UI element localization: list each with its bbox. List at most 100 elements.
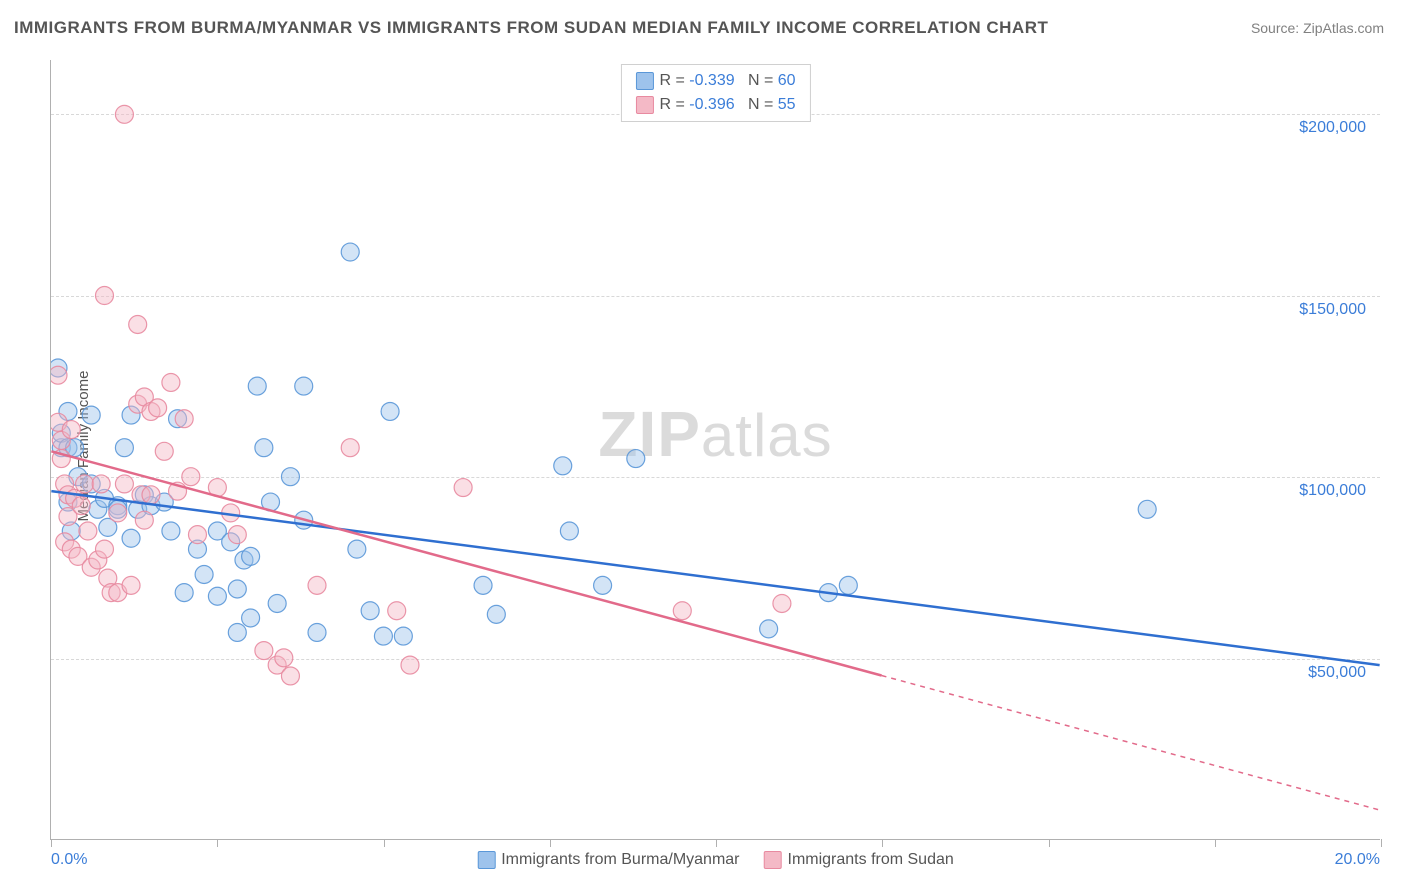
scatter-point [135,388,153,406]
r-label: R = [659,96,689,113]
scatter-point [102,584,120,602]
scatter-point [188,540,206,558]
scatter-point [381,402,399,420]
n-value: 60 [778,72,796,89]
scatter-point [594,576,612,594]
scatter-point [819,584,837,602]
legend-label: Immigrants from Sudan [787,851,953,868]
scatter-point [839,576,857,594]
scatter-point [195,566,213,584]
scatter-point [62,522,80,540]
scatter-point [69,547,87,565]
chart-title: IMMIGRANTS FROM BURMA/MYANMAR VS IMMIGRA… [14,18,1048,38]
scatter-point [374,627,392,645]
legend-swatch [635,96,653,114]
scatter-point [341,243,359,261]
r-value: -0.396 [689,96,734,113]
scatter-point [135,511,153,529]
x-axis-label-max: 20.0% [1335,851,1380,869]
scatter-point [262,493,280,511]
scatter-point [208,587,226,605]
scatter-point [99,569,117,587]
scatter-point [66,439,84,457]
scatter-point [155,442,173,460]
grid-line [51,296,1380,297]
scatter-point [52,431,70,449]
x-axis-label-min: 0.0% [51,851,87,869]
scatter-point [135,486,153,504]
scatter-point [175,410,193,428]
scatter-point [51,413,67,431]
watermark: ZIPatlas [598,397,832,471]
x-tick [1215,839,1216,847]
legend-swatch [763,851,781,869]
chart-container: IMMIGRANTS FROM BURMA/MYANMAR VS IMMIGRA… [0,0,1406,892]
scatter-point [66,489,84,507]
scatter-point [155,493,173,511]
n-value: 55 [778,96,796,113]
plot-area: ZIPatlas $50,000$100,000$150,000$200,000… [50,60,1380,840]
scatter-point [109,497,127,515]
y-tick-label: $50,000 [1308,664,1366,682]
source-link[interactable]: ZipAtlas.com [1303,20,1384,36]
scatter-point [162,522,180,540]
scatter-point [388,602,406,620]
x-tick [882,839,883,847]
scatter-point [95,540,113,558]
bottom-legend: Immigrants from Burma/Myanmar Immigrants … [465,851,966,869]
scatter-point [454,479,472,497]
scatter-point [281,667,299,685]
stats-row: R = -0.396 N = 55 [635,93,795,117]
scatter-point [109,500,127,518]
trend-line [51,491,1379,665]
scatter-point [228,623,246,641]
legend-item: Immigrants from Sudan [763,851,953,868]
scatter-point [242,609,260,627]
scatter-point [129,500,147,518]
n-label: N = [748,96,778,113]
x-tick [384,839,385,847]
scatter-point [79,522,97,540]
scatter-point [59,402,77,420]
scatter-point [82,406,100,424]
scatter-point [255,642,273,660]
scatter-point [627,450,645,468]
x-tick [716,839,717,847]
legend-label: Immigrants from Burma/Myanmar [501,851,739,868]
y-tick-label: $100,000 [1299,482,1366,500]
scatter-point [51,366,67,384]
scatter-point [341,439,359,457]
legend-swatch [477,851,495,869]
scatter-point [248,377,266,395]
scatter-point [89,500,107,518]
scatter-point [59,439,77,457]
scatter-point [129,316,147,334]
scatter-point [188,526,206,544]
scatter-point [132,486,150,504]
scatter-point [235,551,253,569]
scatter-point [228,526,246,544]
scatter-point [142,497,160,515]
scatter-point [122,406,140,424]
scatter-point [474,576,492,594]
scatter-point [59,486,77,504]
scatter-point [394,627,412,645]
watermark-thin: atlas [701,402,833,469]
scatter-point [162,373,180,391]
scatter-point [59,493,77,511]
n-label: N = [748,72,778,89]
scatter-point [56,533,74,551]
scatter-point [228,580,246,598]
scatter-point [122,529,140,547]
scatter-point [95,489,113,507]
y-tick-label: $200,000 [1299,119,1366,137]
scatter-point [560,522,578,540]
scatter-point [122,576,140,594]
x-tick [550,839,551,847]
scatter-point [52,450,70,468]
scatter-point [142,486,160,504]
source-label: Source: [1251,20,1303,36]
scatter-point [62,421,80,439]
scatter-point [52,424,70,442]
source-attribution: Source: ZipAtlas.com [1251,20,1384,36]
